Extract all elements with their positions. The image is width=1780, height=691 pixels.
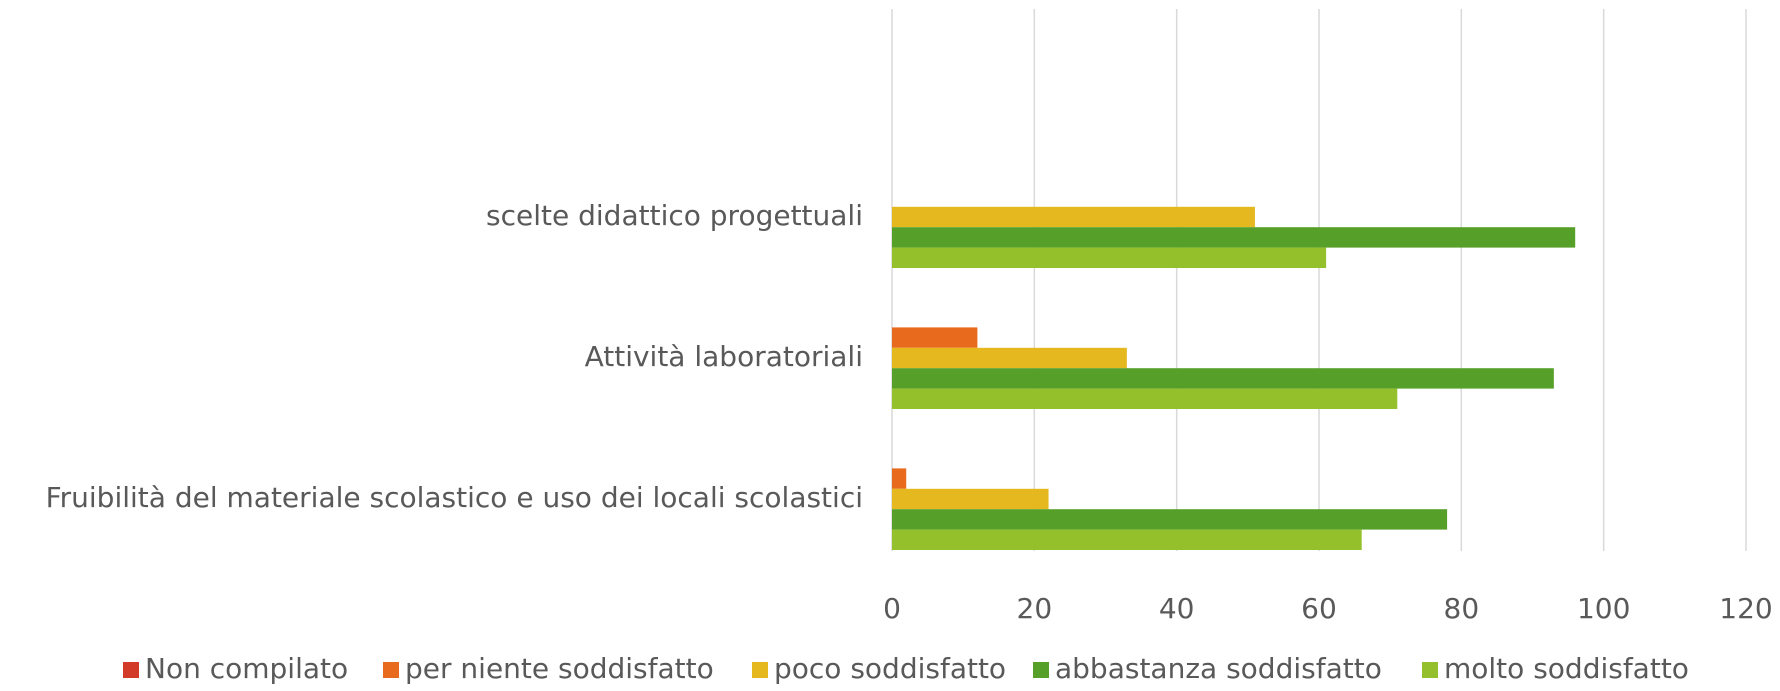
category-label: Attività laboratoriali [585,340,863,373]
category-label: scelte didattico progettuali [486,199,863,232]
legend-swatch [1033,662,1049,678]
legend-swatch [1422,662,1438,678]
bar [892,488,1049,510]
x-tick-label: 20 [1017,592,1053,625]
legend-swatch [123,662,139,678]
bar [892,227,1576,248]
x-tick-label: 0 [883,592,901,625]
bar [892,347,1127,369]
x-tick-label: 80 [1444,592,1480,625]
bar [892,247,1327,268]
bar [892,388,1398,409]
x-tick-label: 40 [1159,592,1195,625]
bar [892,529,1362,550]
bar [892,368,1554,389]
legend-label: poco soddisfatto [774,652,1006,685]
bar [892,509,1448,530]
legend-label: molto soddisfatto [1444,652,1689,685]
legend-swatch [752,662,768,678]
bar [892,206,1255,228]
bar [892,468,907,489]
legend-label: Non compilato [145,652,348,685]
bar [892,327,978,348]
legend-label: per niente soddisfatto [405,652,714,685]
category-label: Fruibilità del materiale scolastico e us… [46,481,863,514]
legend-label: abbastanza soddisfatto [1055,652,1382,685]
legend-swatch [383,662,399,678]
x-tick-label: 100 [1577,592,1630,625]
x-tick-label: 60 [1301,592,1337,625]
x-tick-label: 120 [1719,592,1772,625]
